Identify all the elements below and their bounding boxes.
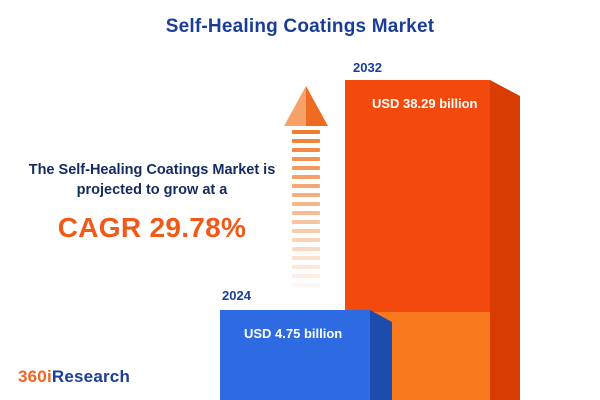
arrow-dash: [292, 220, 320, 224]
logo-360iresearch: 360iResearch: [18, 367, 130, 387]
annotation-line-2: projected to grow at a: [76, 182, 228, 198]
logo-suffix: Research: [51, 367, 131, 386]
arrow-dash: [292, 238, 320, 242]
arrow-dash: [292, 166, 320, 170]
bar-value-2032: USD 38.29 billion: [372, 96, 478, 111]
logo-prefix: 360i: [18, 367, 52, 386]
growth-arrow-dashes: [292, 130, 320, 292]
arrow-dash: [292, 256, 320, 260]
arrow-dash: [292, 193, 320, 197]
arrow-dash: [292, 139, 320, 143]
arrow-dash: [292, 283, 320, 287]
arrow-dash: [292, 202, 320, 206]
arrow-dash: [292, 175, 320, 179]
arrow-dash: [292, 184, 320, 188]
arrow-dash: [292, 211, 320, 215]
arrow-dash: [292, 247, 320, 251]
cagr-value: CAGR 29.78%: [57, 212, 247, 243]
arrow-up-icon-shade: [306, 86, 328, 126]
arrow-dash: [292, 265, 320, 269]
bar-label-2032: 2032: [353, 60, 382, 75]
arrow-dash: [292, 148, 320, 152]
arrow-up-icon: [284, 86, 306, 126]
bar-label-2024: 2024: [222, 288, 251, 303]
bar-value-2024: USD 4.75 billion: [244, 326, 343, 341]
bar-2024-side: [370, 310, 392, 400]
growth-annotation: The Self-Healing Coatings Market is proj…: [8, 160, 296, 248]
arrow-dash: [292, 274, 320, 278]
arrow-dash: [292, 157, 320, 161]
bar-2032-side: [490, 80, 520, 400]
bar-2024-front: [220, 310, 370, 400]
arrow-dash: [292, 229, 320, 233]
annotation-line-1: The Self-Healing Coatings Market is: [28, 162, 276, 178]
arrow-dash: [292, 130, 320, 134]
page-title: Self-Healing Coatings Market: [165, 16, 435, 37]
